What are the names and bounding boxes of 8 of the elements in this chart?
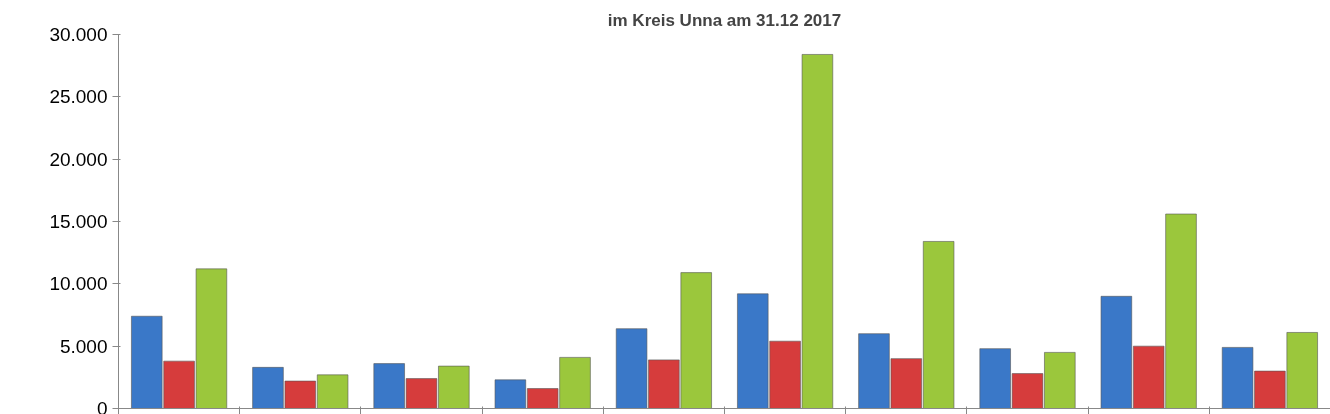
y-tick-label: 5.000 xyxy=(59,335,108,357)
chart-title: im Kreis Unna am 31.12 2017 xyxy=(607,10,842,30)
y-tick-label: 15.000 xyxy=(49,211,108,232)
y-tick-label: 25.000 xyxy=(49,86,108,108)
y-tick-label: 0 xyxy=(96,397,108,414)
y-tick-label: 30.000 xyxy=(49,24,108,45)
y-tick-label: 10.000 xyxy=(49,273,108,295)
y-tick-label: 20.000 xyxy=(49,148,108,170)
